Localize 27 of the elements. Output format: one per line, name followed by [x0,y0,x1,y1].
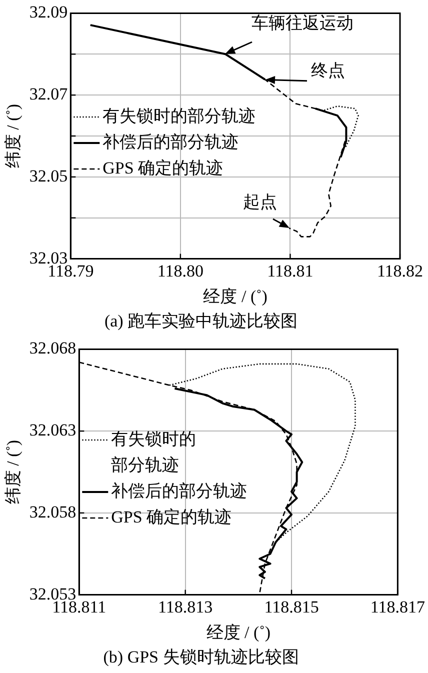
x-tick-label: 118.81 [267,261,314,280]
x-tick-label: 118.815 [264,597,319,616]
y-tick-label: 32.09 [29,2,68,22]
annotation: 车辆往返运动 [251,14,354,33]
legend-label: GPS 确定的轨迹 [111,507,232,526]
y-axis-title: 纬度 / (˚) [4,104,23,168]
y-tick-label: 32.068 [29,338,76,358]
legend-label: 有失锁时的部分轨迹 [111,429,196,474]
annotation: 起点 [243,192,278,212]
text: (b) GPS 失锁时轨迹比较图 [103,647,299,666]
y-tick-label: 32.05 [29,166,68,186]
x-axis-title: 经度 / (˚) [206,622,271,642]
x-tick-label: 118.813 [158,597,213,616]
y-tick-label: 32.07 [29,84,68,104]
x-tick-label: 118.817 [370,597,426,616]
legend-label: 补偿后的部分轨迹 [102,132,239,152]
x-tick-label: 118.80 [157,261,204,280]
y-tick-label: 32.058 [29,502,76,522]
x-axis-title: 经度 / (˚) [203,286,268,306]
legend-label: GPS 确定的轨迹 [102,158,224,178]
y-axis-title: 纬度 / (˚) [4,440,23,504]
text: (a) 跑车实验中轨迹比较图 [104,311,298,330]
x-tick-label: 118.82 [376,261,424,280]
legend-label: 补偿后的部分轨迹 [111,481,248,500]
legend-label: 有失锁时的部分轨迹 [102,106,256,126]
annotation: 终点 [310,60,345,80]
y-tick-label: 32.063 [29,420,76,440]
